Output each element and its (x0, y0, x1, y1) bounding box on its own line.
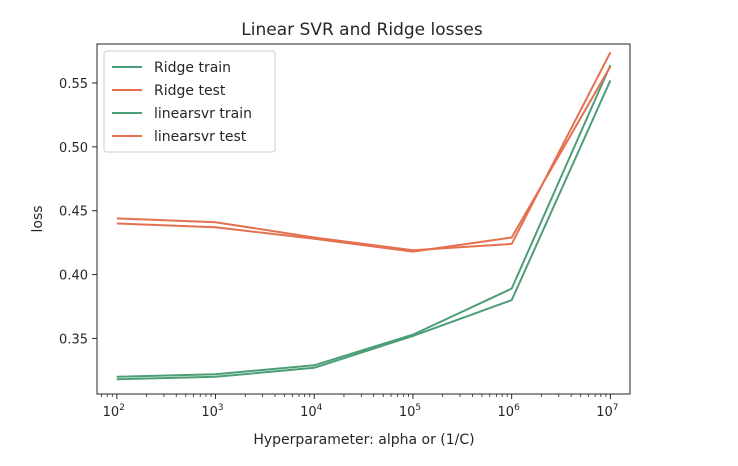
x-tick-label: 103 (201, 403, 223, 420)
x-tick-label: 105 (399, 403, 421, 420)
x-tick-label: 106 (498, 403, 521, 420)
legend-label-linearsvr-train: linearsvr train (154, 106, 252, 122)
y-axis-label: loss (30, 205, 46, 232)
x-tick-label: 102 (103, 403, 125, 420)
legend-label-linearsvr-test: linearsvr test (154, 129, 247, 145)
legend: Ridge train Ridge test linearsvr train line… (103, 50, 276, 153)
series-line-ridge-train (116, 64, 612, 378)
x-axis-ticks: 102 103 104 105 106 107 (101, 394, 619, 420)
legend-box (103, 50, 276, 153)
x-axis-label: Hyperparameter: alpha or (1/C) (253, 432, 474, 448)
series-line-linearsvr-test (116, 65, 612, 253)
legend-label-ridge-train: Ridge train (154, 60, 231, 76)
x-tick-label: 104 (300, 403, 323, 420)
plot-frame (96, 43, 631, 395)
series-line-linearsvr-train (116, 79, 612, 381)
x-tick-label: 107 (596, 403, 618, 420)
y-tick-label: 0.55 (59, 77, 88, 92)
chart-title: Linear SVR and Ridge losses (241, 20, 483, 40)
legend-label-ridge-test: Ridge test (154, 83, 226, 99)
series-lines (116, 51, 612, 381)
y-axis-ticks: 0.35 0.40 0.45 0.50 0.55 (59, 77, 97, 347)
series-line-ridge-test (116, 51, 612, 252)
y-tick-label: 0.35 (59, 332, 88, 347)
y-tick-label: 0.40 (59, 269, 88, 284)
y-tick-label: 0.45 (59, 205, 88, 220)
y-tick-label: 0.50 (59, 141, 88, 156)
